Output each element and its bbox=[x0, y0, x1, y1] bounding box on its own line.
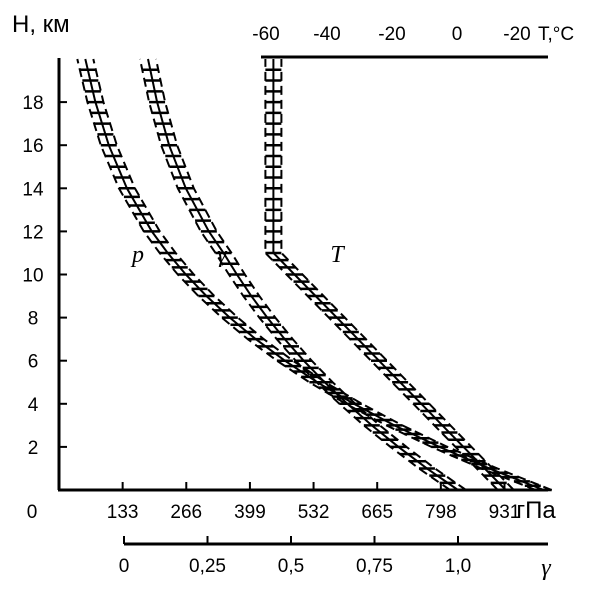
curve-p-right-edge bbox=[92, 58, 553, 491]
pressure-tick-label: 798 bbox=[425, 502, 457, 523]
curve-gamma-right-edge bbox=[155, 58, 467, 491]
temperature-tick-label: -20 bbox=[378, 24, 405, 45]
temperature-tick-label: -60 bbox=[252, 24, 279, 45]
pressure-tick-label: 399 bbox=[234, 502, 266, 523]
curve-p bbox=[84, 58, 545, 491]
curve-label-p: p bbox=[130, 242, 144, 268]
pressure-tick-label: 931 bbox=[489, 502, 521, 523]
y-zero-label: 0 bbox=[27, 502, 38, 523]
y-tick-label: 16 bbox=[22, 136, 43, 157]
tick-layer: 2 4 6 8 10 12 14 16 18 133 266 399 532 665 798 931 -60 -4… bbox=[22, 24, 530, 577]
curve-t-right-edge bbox=[280, 59, 515, 491]
y-tick-label: 14 bbox=[22, 179, 44, 200]
pressure-tick-label: 532 bbox=[298, 502, 330, 523]
temperature-tick-label: -40 bbox=[313, 24, 340, 45]
y-tick-label: 12 bbox=[22, 222, 43, 243]
density-tick-label: 0 bbox=[119, 556, 130, 577]
curves-layer bbox=[76, 58, 553, 492]
y-tick-label: 4 bbox=[28, 395, 39, 416]
y-axis-label: H, км bbox=[12, 11, 70, 38]
density-tick-label: 1,0 bbox=[445, 556, 471, 577]
curve-label-t: T bbox=[330, 242, 345, 268]
curve-p-left-edge bbox=[76, 58, 537, 491]
y-tick-label: 18 bbox=[22, 93, 43, 114]
y-tick-label: 2 bbox=[28, 438, 39, 459]
pressure-tick-label: 133 bbox=[107, 502, 139, 523]
pressure-tick-label: 665 bbox=[361, 502, 393, 523]
density-tick-label: 0,5 bbox=[278, 556, 304, 577]
pressure-tick-label: 266 bbox=[170, 502, 202, 523]
density-tick-label: 0,75 bbox=[356, 556, 393, 577]
y-tick-label: 10 bbox=[22, 266, 43, 287]
temperature-tick-label: -20 bbox=[503, 24, 530, 45]
density-tick-label: 0,25 bbox=[189, 556, 226, 577]
temperature-tick-label: 0 bbox=[452, 24, 463, 45]
y-tick-label: 8 bbox=[28, 309, 39, 330]
y-tick-label: 6 bbox=[28, 352, 39, 373]
curve-label-gamma: γ bbox=[217, 242, 227, 268]
temperature-axis-label: T,°C bbox=[538, 24, 574, 45]
pressure-axis-label: гПа bbox=[516, 497, 556, 524]
density-axis-label: γ bbox=[541, 555, 551, 581]
